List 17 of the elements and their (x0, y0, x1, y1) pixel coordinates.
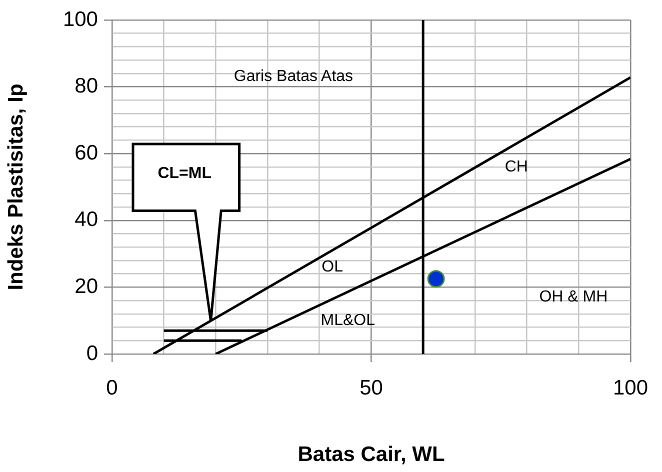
x-tick-label: 0 (106, 376, 118, 400)
y-tick-label: 0 (86, 342, 98, 365)
x-tick-label: 100 (612, 376, 648, 400)
y-tick-label: 60 (74, 141, 98, 164)
annotation: OH & MH (539, 288, 608, 306)
y-tick-label: 40 (74, 208, 98, 232)
annotation: CL=ML (158, 164, 212, 183)
y-axis-title: Indeks Plastisitas, Ip (4, 84, 28, 290)
annotation: CH (504, 158, 528, 176)
annotation: Garis Batas Atas (234, 68, 354, 86)
x-tick-label: 50 (360, 376, 383, 400)
annotation: OL (322, 258, 344, 276)
y-tick-label: 20 (74, 274, 98, 298)
y-tick-label: 100 (62, 8, 98, 31)
y-tick-label: 80 (74, 74, 98, 98)
annotation: ML&OL (320, 312, 376, 330)
x-axis-title: Batas Cair, WL (298, 443, 445, 466)
